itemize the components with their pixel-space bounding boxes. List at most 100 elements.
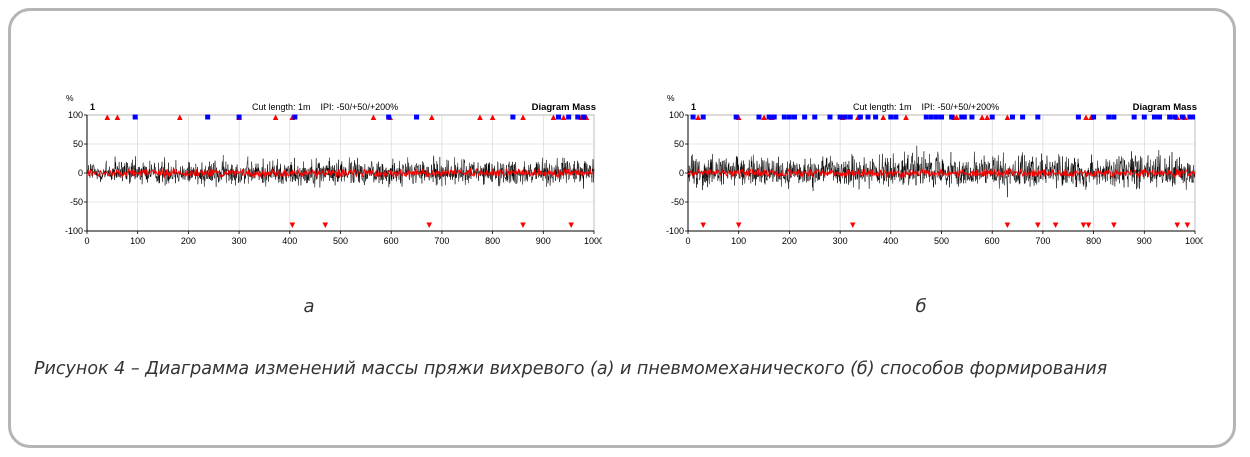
mean-mass-trace — [86, 167, 595, 179]
nep-marker — [700, 114, 706, 120]
nep-marker — [949, 114, 955, 120]
thick-place-marker — [953, 114, 960, 120]
nep-marker — [756, 114, 762, 120]
x-tick-label: 300 — [833, 236, 848, 246]
x-tick-label: 900 — [536, 236, 551, 246]
thin-place-marker — [426, 222, 433, 228]
nep-marker — [132, 114, 138, 120]
nep-marker — [893, 114, 899, 120]
header-text: Cut length: 1m IPI: -50/+50/+200% — [853, 102, 999, 112]
nep-marker — [989, 114, 995, 120]
y-unit-label: % — [66, 95, 74, 103]
y-tick-label: -50 — [70, 197, 83, 207]
nep-marker — [1172, 114, 1178, 120]
thick-place-marker — [1083, 114, 1089, 120]
thick-place-marker — [104, 114, 111, 120]
thin-place-marker — [1035, 222, 1041, 228]
thick-place-marker — [520, 114, 526, 120]
thick-place-marker — [979, 114, 985, 120]
nep-marker — [1157, 114, 1163, 120]
panel-label-b: б — [915, 296, 927, 317]
x-tick-label: 200 — [181, 236, 196, 246]
x-tick-label: 900 — [1137, 236, 1152, 246]
nep-marker — [873, 114, 879, 120]
x-tick-label: 700 — [1035, 236, 1050, 246]
thin-place-marker — [1004, 222, 1011, 228]
nep-marker — [781, 114, 787, 120]
thick-place-marker — [489, 114, 496, 120]
x-tick-label: 0 — [685, 236, 690, 246]
index-label: 1 — [90, 102, 95, 112]
nep-marker — [1009, 114, 1015, 120]
nep-marker — [556, 114, 562, 120]
nep-marker — [771, 114, 777, 120]
nep-marker — [566, 114, 572, 120]
nep-marker — [1131, 114, 1137, 120]
thick-place-marker — [428, 114, 435, 120]
nep-marker — [1179, 114, 1185, 120]
y-tick-label: 100 — [68, 110, 83, 120]
x-tick-label: 700 — [434, 236, 449, 246]
x-tick-label: 300 — [232, 236, 247, 246]
x-tick-label: 800 — [1086, 236, 1101, 246]
y-tick-label: 0 — [679, 168, 684, 178]
nep-marker — [236, 114, 242, 120]
thick-place-marker — [880, 114, 886, 120]
thick-place-marker — [370, 114, 377, 120]
nep-marker — [791, 114, 797, 120]
thin-place-marker — [849, 222, 856, 228]
raw-mass-trace — [86, 155, 595, 189]
thin-place-marker — [289, 222, 296, 228]
thick-place-marker — [560, 114, 567, 120]
nep-marker — [1106, 114, 1112, 120]
thick-place-marker — [114, 114, 121, 120]
nep-marker — [1075, 114, 1081, 120]
index-label: 1 — [691, 102, 696, 112]
nep-marker — [802, 114, 808, 120]
nep-marker — [847, 114, 853, 120]
thick-place-marker — [176, 114, 183, 120]
y-tick-label: 100 — [669, 110, 684, 120]
chart-panel-b: % 1 Cut length: 1m IPI: -50/+50/+200% Diagr… — [663, 95, 1203, 255]
chart-title: Diagram Mass — [532, 102, 596, 113]
thin-place-marker — [735, 222, 742, 228]
nep-marker — [1091, 114, 1097, 120]
nep-marker — [1020, 114, 1026, 120]
nep-marker — [928, 114, 934, 120]
x-tick-label: 100 — [731, 236, 746, 246]
x-tick-label: 1000 — [1185, 236, 1203, 246]
nep-marker — [959, 114, 965, 120]
y-tick-label: -100 — [65, 226, 83, 236]
nep-marker — [923, 114, 929, 120]
nep-marker — [933, 114, 939, 120]
x-tick-label: 500 — [934, 236, 949, 246]
nep-marker — [1167, 114, 1173, 120]
nep-marker — [842, 114, 848, 120]
thick-place-marker — [272, 114, 279, 120]
chart-panel-a: % 1 Cut length: 1m IPI: -50/+50/+200% Diagr… — [62, 95, 602, 255]
nep-marker — [961, 114, 967, 120]
thick-place-marker — [984, 114, 990, 120]
nep-marker — [733, 114, 739, 120]
nep-marker — [837, 114, 843, 120]
nep-marker — [1111, 114, 1117, 120]
nep-marker — [205, 114, 211, 120]
nep-marker — [292, 114, 298, 120]
thin-place-marker — [1111, 222, 1117, 228]
nep-marker — [939, 114, 944, 120]
y-tick-label: 0 — [78, 168, 83, 178]
thick-place-marker — [477, 114, 483, 120]
thin-place-marker — [1184, 222, 1191, 228]
thick-place-marker — [1004, 114, 1011, 120]
thin-place-marker — [1052, 222, 1059, 228]
y-unit-label: % — [667, 95, 675, 103]
nep-marker — [575, 114, 581, 120]
x-tick-label: 400 — [282, 236, 297, 246]
mass-diagram-chart-b: % 1 Cut length: 1m IPI: -50/+50/+200% Diagr… — [666, 95, 1203, 246]
x-tick-label: 600 — [384, 236, 399, 246]
nep-marker — [786, 114, 792, 120]
y-tick-label: 50 — [73, 139, 83, 149]
header-text: Cut length: 1m IPI: -50/+50/+200% — [252, 102, 398, 112]
chart-title: Diagram Mass — [1133, 102, 1197, 113]
nep-marker — [969, 114, 975, 120]
